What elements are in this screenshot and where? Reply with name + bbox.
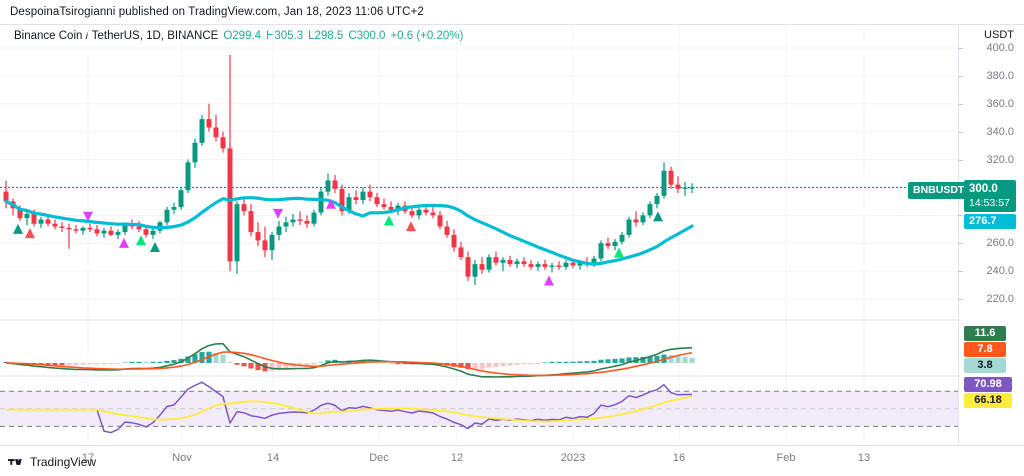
bar-countdown: 14:53:57	[969, 196, 1010, 209]
price-axis-label: 240.0	[986, 265, 1014, 278]
price-axis-divider	[958, 25, 959, 445]
price-axis-tick	[958, 159, 963, 161]
time-axis-label: Feb	[776, 452, 796, 464]
time-axis-label: Nov	[172, 452, 192, 464]
price-axis-label: 380.0	[986, 69, 1014, 82]
chart-legend[interactable]: Binance Coin / TetherUS, 1D, BINANCE O299…	[14, 29, 463, 43]
time-axis-label: 2023	[560, 452, 586, 464]
price-axis-tick	[958, 299, 963, 300]
legend-high: H305.3	[266, 30, 304, 42]
price-axis-tick	[958, 103, 963, 105]
price-axis-tick	[958, 215, 963, 217]
legend-close: C300.0	[348, 30, 386, 42]
legend-symbol: Binance Coin / TetherUS, 1D, BINANCE	[14, 30, 219, 42]
time-axis-label: 13	[857, 452, 871, 464]
price-axis-label: 360.0	[986, 97, 1014, 110]
brand-name: TradingView	[30, 455, 97, 469]
macd-signal-badge[interactable]: 7.8	[964, 342, 1006, 357]
rsi-value-badge[interactable]: 70.98	[964, 377, 1012, 392]
price-axis-tick	[958, 243, 963, 245]
tradingview-brand: TradingView	[8, 455, 96, 469]
ma-value-badge[interactable]: 276.7	[964, 214, 1016, 229]
last-price-value: 300.0	[969, 183, 998, 195]
last-price-badge[interactable]: 300.0 14:53:57	[964, 180, 1016, 212]
price-axis-tick	[958, 48, 963, 49]
tradingview-logo-icon	[8, 459, 22, 465]
price-axis-unit: USDT	[984, 29, 1014, 41]
time-axis-label: 17	[81, 452, 95, 464]
price-axis-label: 260.0	[986, 237, 1014, 250]
price-axis-tick	[958, 131, 963, 133]
time-axis-divider	[0, 445, 1024, 446]
price-axis-label: 400.0	[986, 42, 1014, 54]
time-axis-label: Dec	[369, 452, 389, 464]
legend-low: L298.5	[308, 30, 344, 42]
macd-hist-badge[interactable]: 3.8	[964, 358, 1006, 373]
time-axis-label: 14	[266, 452, 280, 464]
time-axis-label: 12	[450, 452, 464, 464]
legend-change: +0.6 (+0.20%)	[390, 30, 464, 42]
attribution-divider	[0, 24, 1024, 25]
macd-value-badge[interactable]: 11.6	[964, 326, 1006, 341]
time-axis-label: 16	[672, 452, 686, 464]
price-axis-tick	[958, 271, 963, 273]
legend-open: O299.4	[223, 30, 262, 42]
rsi-ma-badge[interactable]: 66.18	[964, 393, 1012, 408]
attribution-text: DespoinaTsirogianni published on Trading…	[10, 6, 424, 18]
price-axis-label: 320.0	[986, 153, 1014, 166]
price-axis-tick	[958, 75, 963, 77]
price-axis-label: 220.0	[986, 293, 1014, 305]
price-axis-label: 340.0	[986, 125, 1014, 138]
symbol-tag-bnbusdt: BNBUSDT	[908, 182, 970, 199]
